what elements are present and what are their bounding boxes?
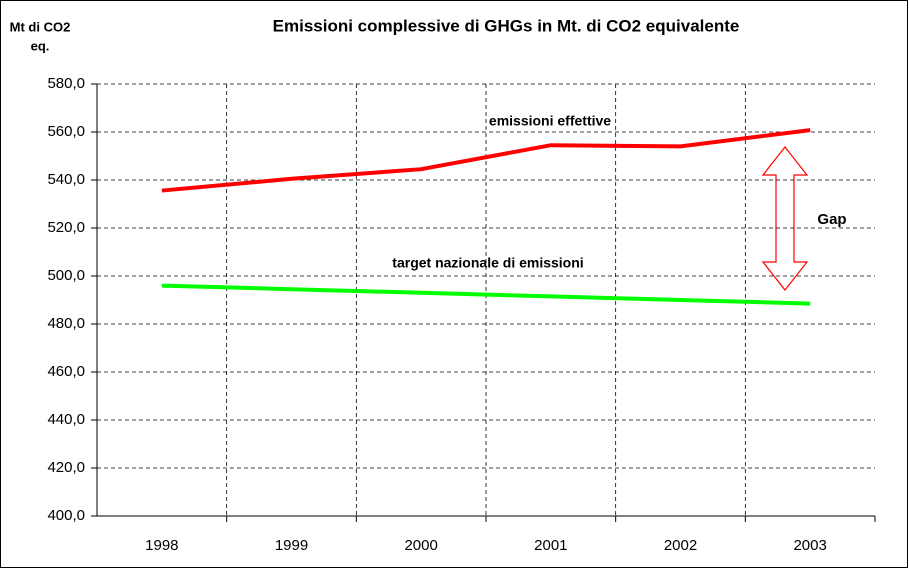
series-label: target nazionale di emissioni <box>392 255 583 271</box>
x-tick-label: 2003 <box>793 537 826 554</box>
y-axis-label: eq. <box>31 38 50 53</box>
y-tick-label: 500,0 <box>47 267 85 284</box>
x-tick-label: 1998 <box>145 537 178 554</box>
x-tick-label: 2001 <box>534 537 567 554</box>
gap-label: Gap <box>817 211 846 228</box>
y-tick-label: 520,0 <box>47 219 85 236</box>
y-tick-label: 480,0 <box>47 315 85 332</box>
y-tick-label: 440,0 <box>47 411 85 428</box>
y-tick-label: 420,0 <box>47 459 85 476</box>
y-tick-label: 580,0 <box>47 75 85 92</box>
series-line <box>161 283 811 306</box>
y-tick-label: 540,0 <box>47 171 85 188</box>
gap-arrow <box>761 146 809 291</box>
series-label: emissioni effettive <box>489 113 611 129</box>
chart-title: Emissioni complessive di GHGs in Mt. di … <box>273 16 740 35</box>
y-tick-label: 460,0 <box>47 363 85 380</box>
y-tick-label: 560,0 <box>47 123 85 140</box>
y-axis-label: Mt di CO2 <box>10 19 71 34</box>
x-tick-label: 1999 <box>275 537 308 554</box>
series-line <box>161 128 811 193</box>
x-tick-label: 2002 <box>664 537 697 554</box>
y-tick-label: 400,0 <box>47 507 85 524</box>
x-tick-label: 2000 <box>404 537 437 554</box>
